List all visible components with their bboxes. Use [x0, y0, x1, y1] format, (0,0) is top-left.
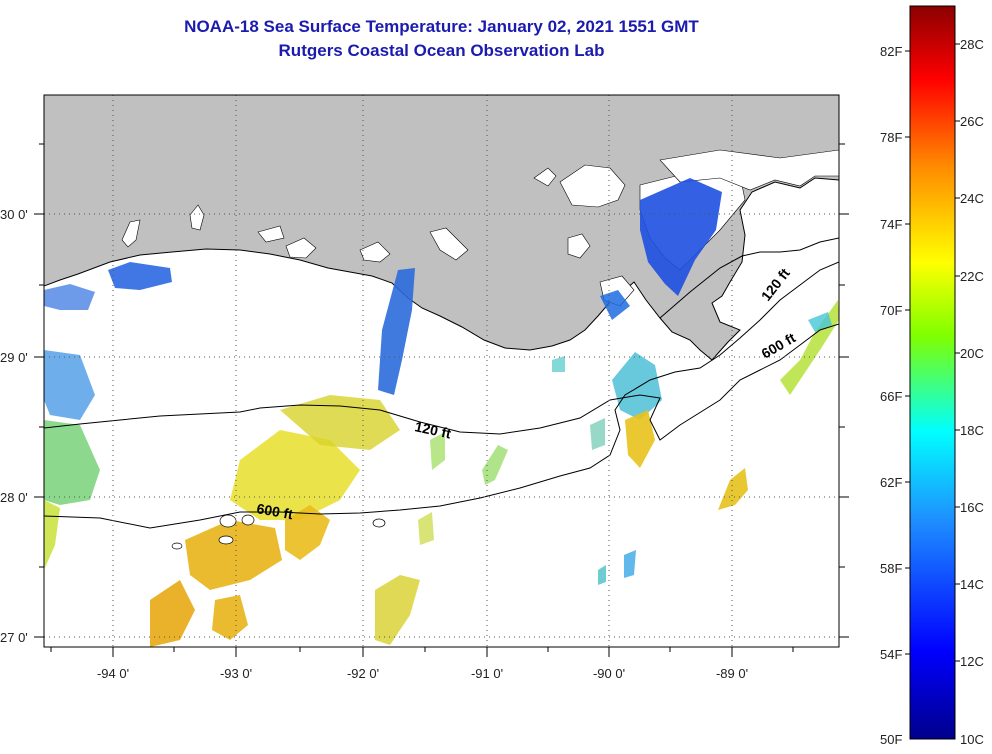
lon-tick-label: -91 0' [471, 666, 503, 681]
vermilion-bay [285, 237, 317, 259]
lat-tick-label: 30 0' [0, 207, 28, 222]
lake-calcasieu [121, 219, 141, 248]
lake-maurepas [533, 167, 557, 187]
colorbar-c-label: 20C [960, 346, 984, 361]
isobath-label: 120 ft [413, 418, 452, 441]
colorbar-c-label: 24C [960, 191, 984, 206]
colorbar-f-label: 58F [880, 561, 902, 576]
colorbar-c-label: 22C [960, 269, 984, 284]
sea-mounds [171, 514, 386, 550]
colorbar-f-label: 50F [880, 732, 902, 747]
colorbar-c-label: 14C [960, 577, 984, 592]
lon-tick-label: -90 0' [593, 666, 625, 681]
colorbar-c-label: 26C [960, 114, 984, 129]
colorbar-f-label: 66F [880, 389, 902, 404]
colorbar-f-label: 54F [880, 647, 902, 662]
title-line-1: NOAA-18 Sea Surface Temperature: January… [184, 17, 699, 36]
colorbar-f-label: 78F [880, 130, 902, 145]
isobath-lines [44, 237, 839, 529]
colorbar-c-label: 16C [960, 500, 984, 515]
colorbar-c-label: 12C [960, 654, 984, 669]
white-lake [257, 225, 285, 243]
colorbar [909, 5, 956, 740]
colorbar-f-label: 74F [880, 217, 902, 232]
atchafalaya-bay [359, 241, 391, 263]
isobath-label: 600 ft [255, 500, 294, 522]
lon-tick-label: -89 0' [716, 666, 748, 681]
lake-salvador [567, 233, 591, 259]
lat-tick-label: 27 0' [0, 630, 28, 645]
lon-tick-label: -92 0' [347, 666, 379, 681]
lat-tick-label: 29 0' [0, 350, 28, 365]
axis-ticks [34, 143, 849, 657]
grid-lines [44, 95, 839, 647]
land-mass [44, 95, 839, 361]
colorbar-ticks [905, 43, 960, 662]
mississippi-sound [659, 149, 839, 191]
grand-lake [189, 204, 205, 231]
map-frame [43, 94, 840, 648]
colorbar-f-label: 70F [880, 303, 902, 318]
colorbar-f-label: 82F [880, 44, 902, 59]
colorbar-c-label: 28C [960, 37, 984, 52]
title-line-2: Rutgers Coastal Ocean Observation Lab [278, 41, 605, 60]
colorbar-f-label: 62F [880, 475, 902, 490]
lat-tick-label: 28 0' [0, 490, 28, 505]
colorbar-c-label: 18C [960, 423, 984, 438]
lon-tick-label: -93 0' [220, 666, 252, 681]
lon-tick-label: -94 0' [97, 666, 129, 681]
colorbar-c-label: 10C [960, 732, 984, 747]
sst-data-layer [44, 178, 839, 647]
lake-verret [429, 227, 469, 261]
